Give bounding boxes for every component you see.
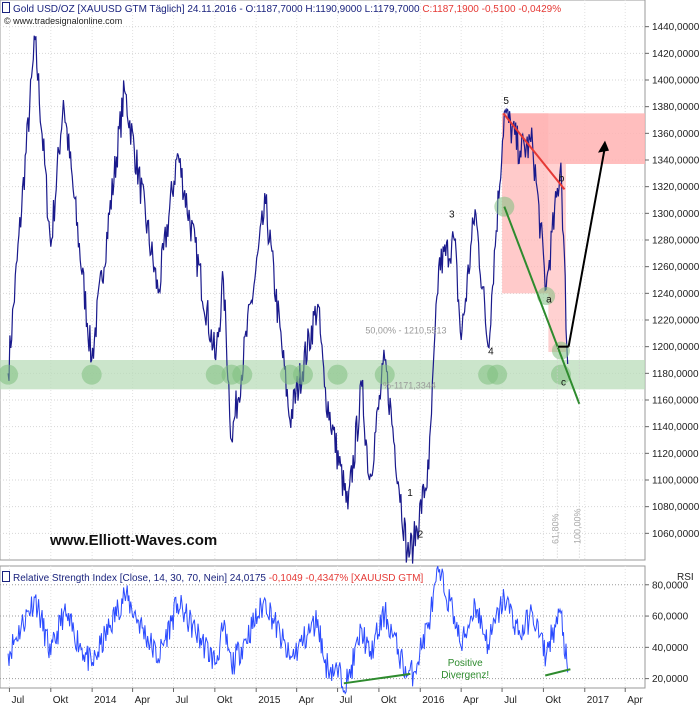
rsi-title: Relative Strength Index [Close, 14, 30, … bbox=[13, 573, 228, 584]
fib-vertical-618: 61,80% bbox=[551, 513, 561, 544]
wave-label-5: 5 bbox=[503, 96, 509, 107]
support-circle bbox=[232, 364, 253, 385]
divergence-label-1: Positive bbox=[448, 658, 483, 669]
arrow-head-icon bbox=[597, 140, 609, 153]
x-tick-label: Apr bbox=[299, 695, 315, 706]
support-zone bbox=[0, 360, 645, 390]
price-layer bbox=[7, 35, 569, 564]
price-tick-label: 1320,0000 bbox=[652, 182, 700, 193]
chart-header: Gold USD/OZ [XAUUSD GTM Täglich] 24.11.2… bbox=[2, 2, 561, 15]
price-tick-label: 1400,0000 bbox=[652, 76, 700, 87]
price-tick-label: 1240,0000 bbox=[652, 289, 700, 300]
price-tick-label: 1380,0000 bbox=[652, 102, 700, 113]
wave-label-c: c bbox=[561, 377, 566, 388]
x-tick-label: 2015 bbox=[258, 695, 281, 706]
quote-label: 24.11.2016 - O:1187,7000 H:1190,9000 L:1… bbox=[187, 4, 420, 15]
correction-zone-2 bbox=[548, 164, 566, 352]
support-circle bbox=[0, 364, 19, 385]
price-tick-label: 1200,0000 bbox=[652, 342, 700, 353]
axes: 1440,00001420,00001400,00001380,00001360… bbox=[8, 22, 700, 706]
fib-50-label: 50,00% - 1210,5513 bbox=[365, 325, 446, 335]
price-tick-label: 1140,0000 bbox=[652, 422, 699, 433]
price-tick-label: 1360,0000 bbox=[652, 129, 700, 140]
price-tick-label: 1100,0000 bbox=[652, 476, 699, 487]
rsi-tick-label: 60,0000 bbox=[652, 612, 689, 623]
support-circle bbox=[374, 364, 395, 385]
price-tick-label: 1340,0000 bbox=[652, 156, 700, 167]
x-tick-label: Jul bbox=[175, 695, 188, 706]
trend-circle bbox=[537, 287, 556, 305]
price-tick-label: 1080,0000 bbox=[652, 502, 700, 513]
wave-label-4: 4 bbox=[488, 347, 494, 358]
fib-vertical-100: 100,00% bbox=[573, 508, 583, 544]
wave-label-3: 3 bbox=[449, 209, 455, 220]
support-circle bbox=[487, 364, 508, 385]
rsi-axis-label: RSI bbox=[677, 572, 694, 583]
x-tick-label: Jul bbox=[340, 695, 353, 706]
price-tick-label: 1300,0000 bbox=[652, 209, 700, 220]
rsi-reading: 24,0175 bbox=[229, 573, 266, 584]
price-tick-label: 1180,0000 bbox=[652, 369, 699, 380]
rsi-header: Relative Strength Index [Close, 14, 30, … bbox=[2, 571, 423, 584]
divergence-label-2: Divergenz! bbox=[441, 670, 489, 681]
resistance-trendline bbox=[502, 112, 566, 190]
change-label: C:1187,1900 -0,5100 -0,0429% bbox=[422, 4, 562, 15]
support-circle bbox=[205, 364, 226, 385]
rsi-tick-label: 40,0000 bbox=[652, 643, 689, 654]
x-tick-label: 2014 bbox=[94, 695, 117, 706]
x-tick-label: Okt bbox=[545, 695, 561, 706]
rsi-change: -0,1049 -0,4347% [XAUUSD GTM] bbox=[268, 573, 424, 584]
x-tick-label: Apr bbox=[135, 695, 151, 706]
rsi-divergence-line bbox=[544, 668, 571, 677]
watermark: www.Elliott-Waves.com bbox=[50, 532, 218, 549]
rsi-layer bbox=[7, 566, 569, 695]
x-tick-label: Apr bbox=[627, 695, 643, 706]
support-circle bbox=[81, 364, 102, 385]
rsi-divergence-line bbox=[343, 672, 411, 685]
price-tick-label: 1260,0000 bbox=[652, 262, 700, 273]
series-marker-icon bbox=[2, 2, 10, 13]
price-tick-label: 1120,0000 bbox=[652, 449, 699, 460]
price-line bbox=[7, 35, 569, 564]
price-tick-label: 1220,0000 bbox=[652, 316, 700, 327]
price-tick-label: 1280,0000 bbox=[652, 236, 700, 247]
x-tick-label: Okt bbox=[53, 695, 69, 706]
wave-label-b: b bbox=[559, 173, 565, 184]
rsi-marker-icon bbox=[2, 571, 10, 582]
annotations: 50,00% - 1210,5513 %-1171,3344 61,80% 100,0… bbox=[0, 96, 609, 685]
wave-label-2: 2 bbox=[418, 529, 424, 540]
symbol-label: Gold USD/OZ [XAUUSD GTM Täglich] bbox=[13, 4, 185, 15]
zones bbox=[0, 113, 645, 390]
x-tick-label: Okt bbox=[217, 695, 233, 706]
website-label: © www.tradesignalonline.com bbox=[4, 16, 123, 26]
rsi-grid bbox=[0, 566, 645, 688]
rsi-tick-label: 20,0000 bbox=[652, 674, 689, 685]
support-circle bbox=[292, 364, 313, 385]
fib-618-label: %-1171,3344 bbox=[383, 380, 436, 390]
wave-label-a: a bbox=[546, 295, 552, 306]
x-tick-label: Okt bbox=[381, 695, 397, 706]
price-tick-label: 1060,0000 bbox=[652, 529, 700, 540]
x-tick-label: 2017 bbox=[587, 695, 610, 706]
rsi-line bbox=[7, 566, 569, 695]
projection-arrow bbox=[567, 146, 606, 347]
x-tick-label: Apr bbox=[463, 695, 479, 706]
x-tick-label: Jul bbox=[11, 695, 24, 706]
price-tick-label: 1440,0000 bbox=[652, 22, 700, 33]
wave-label-1: 1 bbox=[407, 488, 413, 499]
price-tick-label: 1420,0000 bbox=[652, 49, 700, 60]
support-circle bbox=[327, 364, 348, 385]
price-tick-label: 1160,0000 bbox=[652, 396, 699, 407]
x-tick-label: Jul bbox=[504, 695, 517, 706]
x-tick-label: 2016 bbox=[422, 695, 445, 706]
rsi-tick-label: 80,0000 bbox=[652, 580, 689, 591]
support-trendline bbox=[503, 206, 581, 405]
